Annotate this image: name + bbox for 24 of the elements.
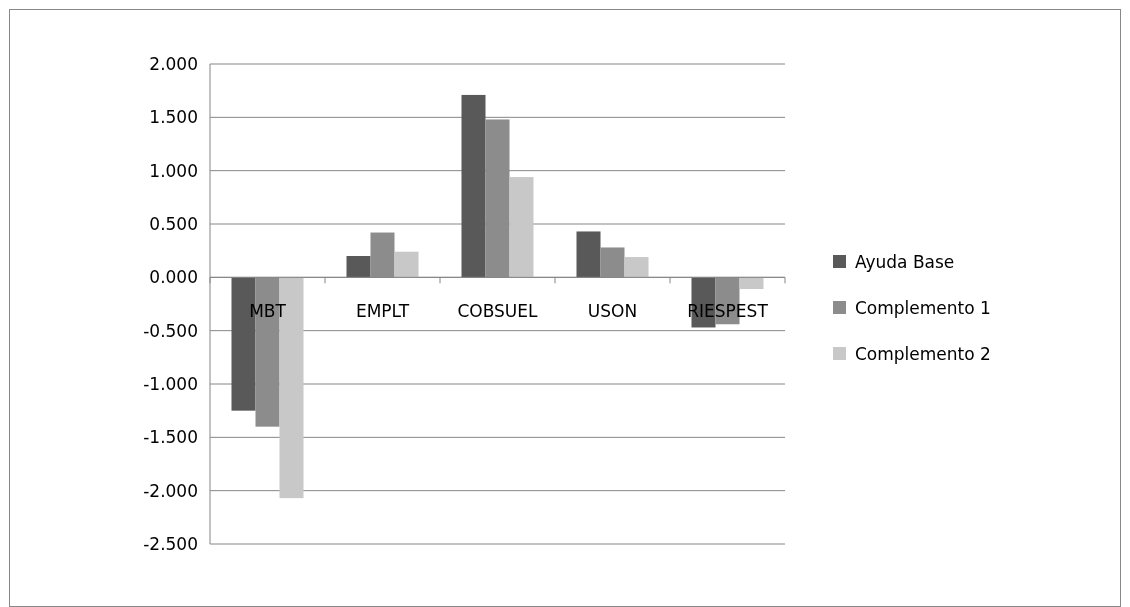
legend-label: Complemento 1 — [855, 297, 991, 318]
x-tick-label: USON — [587, 301, 638, 322]
y-tick-label: -1.500 — [143, 427, 198, 448]
y-tick-label: 1.500 — [149, 107, 198, 128]
bar — [461, 94, 486, 278]
bar — [576, 231, 601, 278]
bar — [509, 177, 534, 278]
y-tick-label: 1.000 — [149, 160, 198, 181]
bar — [739, 277, 764, 290]
y-tick-label: -0.500 — [143, 320, 198, 341]
y-tick-label: -2.000 — [143, 480, 198, 501]
x-tick-label: MBT — [249, 301, 287, 322]
x-tick-label: COBSUEL — [457, 301, 539, 322]
legend-label: Ayuda Base — [855, 251, 955, 272]
y-tick-label: -2.500 — [143, 533, 198, 554]
bar — [624, 257, 649, 278]
y-tick-label: -1.000 — [143, 373, 198, 394]
legend-label: Complemento 2 — [855, 343, 991, 364]
y-tick-label: 0.500 — [149, 213, 198, 234]
bar — [394, 251, 419, 278]
bar — [346, 256, 371, 278]
y-tick-label: 2.000 — [149, 53, 198, 74]
x-tick-label: EMPLT — [355, 301, 410, 322]
y-tick-label: 0.000 — [149, 267, 198, 288]
